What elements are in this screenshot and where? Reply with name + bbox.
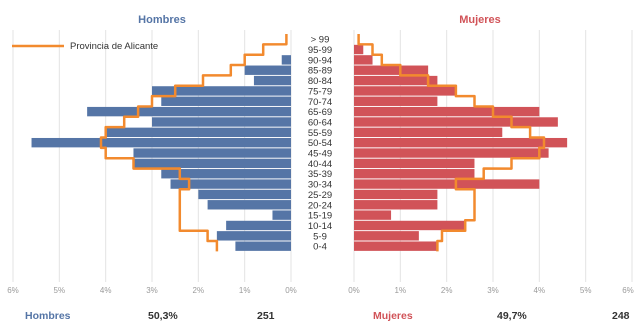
x-tick-label: 2% [193,286,205,295]
male-title: Hombres [138,14,186,26]
age-group-label: 70-74 [308,97,332,108]
x-tick-label: 5% [580,286,592,295]
male-bar [152,86,291,96]
female-bar [354,189,438,200]
female-bar [354,75,438,86]
age-group-label: 90-94 [308,55,332,66]
age-group-label: 20-24 [308,200,332,211]
male-bar [161,169,291,179]
x-tick-label: 6% [622,286,634,295]
age-group-label: 50-54 [308,138,332,149]
age-group-label: 40-44 [308,159,332,170]
x-tick-label: 0% [285,286,297,295]
female-bar [354,148,549,158]
female-bar [354,106,540,117]
footer-female-pct: 49,7% [497,310,527,322]
female-bar [354,127,503,138]
male-bar [152,117,291,127]
footer-male-label: Hombres [25,310,71,322]
male-bar [235,241,291,251]
province-female-line [357,34,546,252]
x-tick-label: 6% [7,286,19,295]
female-bar [354,117,558,127]
age-group-label: 0-4 [313,242,327,253]
x-tick-label: 2% [441,286,453,295]
age-group-label: 85-89 [308,66,332,77]
age-group-label: 30-34 [308,180,332,191]
age-group-label: 55-59 [308,128,332,139]
male-bar [198,189,291,200]
female-bar [354,231,419,241]
female-bar [354,55,373,65]
male-bar [207,200,291,210]
female-bar [354,220,466,231]
male-bar [87,106,291,117]
footer: Hombres 50,3% 251 Mujeres 49,7% 248 [25,310,630,322]
male-bar [161,96,291,106]
legend: Provincia de Alicante [12,41,158,52]
province-male-line [99,34,288,252]
x-tick-label: 1% [239,286,251,295]
x-tick-label: 3% [146,286,158,295]
age-group-label: 15-19 [308,211,332,222]
age-group-label: 5-9 [313,231,327,242]
footer-female-label: Mujeres [373,310,413,322]
x-tick-label: 4% [100,286,112,295]
age-group-label: 95-99 [308,45,332,56]
age-group-label: 35-39 [308,169,332,180]
female-bar [354,179,540,189]
male-bar [281,55,291,65]
age-group-label: 45-49 [308,149,332,160]
male-bar [216,231,291,241]
female-bar [354,86,456,96]
age-group-label: 75-79 [308,86,332,97]
male-bar [253,75,291,86]
axis-tick-labels: 6% 5% 4% 3% 2% 1% 0% 0% 1% 2% 3% 4% 5% 6% [7,286,634,295]
female-bar [354,44,364,55]
male-bar [133,158,291,169]
female-title: Mujeres [459,14,501,26]
age-group-label: 60-64 [308,117,332,128]
male-bar [272,210,291,220]
female-bar [354,169,475,179]
male-bar [133,148,291,158]
female-bar [354,241,438,251]
age-group-label: 80-84 [308,76,332,87]
footer-female-count: 248 [612,310,630,322]
x-tick-label: 1% [395,286,407,295]
footer-male-pct: 50,3% [148,310,178,322]
female-bar [354,96,438,106]
x-tick-label: 4% [534,286,546,295]
age-group-labels: 0-45-910-1415-1920-2425-2930-3435-3940-4… [308,35,332,253]
legend-label: Provincia de Alicante [70,41,158,52]
male-bars [31,55,292,251]
female-bar [354,137,568,148]
male-bar [244,65,291,75]
female-bar [354,158,475,169]
age-group-label: 25-29 [308,190,332,201]
x-tick-label: 3% [487,286,499,295]
male-bar [31,137,292,148]
province-lines [99,34,546,252]
female-bars [354,44,568,251]
female-bar [354,200,438,210]
female-bar [354,210,392,220]
female-bar [354,65,429,75]
x-tick-label: 0% [348,286,360,295]
footer-male-count: 251 [257,310,275,322]
male-bar [226,220,291,231]
age-group-label: > 99 [311,35,330,46]
age-group-label: 10-14 [308,221,332,232]
age-group-label: 65-69 [308,107,332,118]
male-bar [170,179,291,189]
male-bar [105,127,292,138]
x-tick-label: 5% [54,286,66,295]
